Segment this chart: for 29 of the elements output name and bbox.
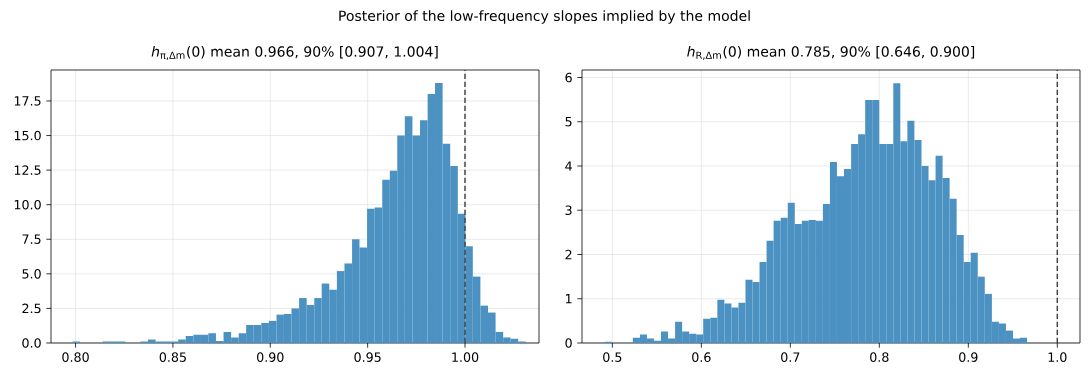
x-tick-label: 0.7 [781, 352, 800, 362]
y-tick-label: 17.5 [14, 96, 41, 106]
y-tick-label: 6 [565, 72, 572, 83]
y-tick-label: 2.5 [22, 303, 41, 314]
x-tick-label: 0.95 [354, 352, 381, 362]
y-tick-label: 2 [565, 249, 572, 260]
x-tick-label: 0.8 [870, 352, 889, 362]
y-tick-label: 4 [565, 161, 572, 171]
y-tick-label: 0.0 [22, 338, 41, 348]
x-tick-label: 0.6 [692, 352, 711, 362]
x-tick-label: 0.5 [603, 352, 622, 362]
y-tick-label: 0 [565, 338, 572, 348]
x-tick-label: 0.80 [62, 352, 89, 362]
y-tick-label: 15.0 [14, 130, 41, 141]
x-tick-label: 1.0 [1048, 352, 1067, 362]
x-tick-label: 0.90 [257, 352, 284, 362]
chart-title: h$_{π,Δm}$(0) mean 0.966, 90% [0.907, 1.004] [151, 46, 438, 60]
y-tick-label: 12.5 [14, 165, 41, 175]
y-tick-label: 10.0 [14, 199, 41, 210]
y-tick-label: 3 [565, 205, 572, 216]
y-tick-label: 5.0 [22, 269, 41, 279]
x-tick-label: 1.00 [452, 352, 479, 362]
y-tick-label: 7.5 [22, 234, 41, 244]
x-tick-label: 0.85 [159, 352, 186, 362]
y-tick-label: 1 [565, 294, 572, 304]
chart-title: h$_{R,Δm}$(0) mean 0.785, 90% [0.646, 0.900] [687, 45, 975, 60]
text: Posterior of the low-frequency slopes implied by the model [339, 10, 750, 24]
y-tick-label: 5 [565, 117, 572, 127]
x-tick-label: 0.9 [959, 352, 978, 362]
